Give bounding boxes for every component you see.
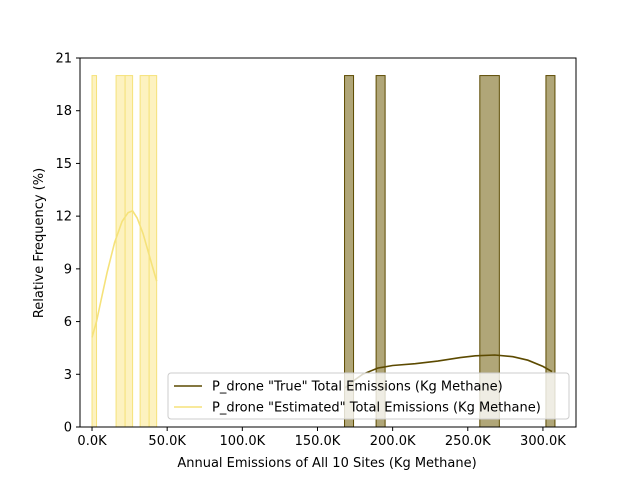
y-tick-label: 3 bbox=[64, 368, 72, 383]
y-tick-label: 9 bbox=[64, 262, 72, 277]
bar-series1-bin2 bbox=[124, 75, 134, 428]
legend: P_drone "True" Total Emissions (Kg Metha… bbox=[167, 372, 570, 420]
x-tick-label: 100.0K bbox=[219, 434, 265, 449]
kde-line-series1 bbox=[91, 209, 158, 338]
y-tick-label: 6 bbox=[64, 315, 72, 330]
legend-box bbox=[167, 372, 570, 420]
plot-frame bbox=[79, 57, 577, 428]
y-tick-label: 18 bbox=[55, 104, 72, 119]
histogram-bars bbox=[91, 75, 556, 428]
bar-series1-bin4 bbox=[148, 75, 158, 428]
legend-label-series0: P_drone "True" Total Emissions (Kg Metha… bbox=[212, 380, 503, 395]
x-tick-label: 150.0K bbox=[295, 434, 341, 449]
y-tick-label: 15 bbox=[55, 157, 72, 172]
x-axis-label: Annual Emissions of All 10 Sites (Kg Met… bbox=[177, 456, 476, 471]
x-tick-label: 200.0K bbox=[370, 434, 416, 449]
bar-series1-bin0 bbox=[91, 75, 98, 428]
y-tick-label: 12 bbox=[55, 210, 72, 225]
y-axis-label: Relative Frequency (%) bbox=[32, 168, 47, 318]
legend-label-series1: P_drone "Estimated" Total Emissions (Kg … bbox=[212, 401, 541, 416]
x-tick-label: 250.0K bbox=[445, 434, 491, 449]
axes: 0.0K 50.0K 100.0K 150.0K 200.0K 250.0K 300.0K 0… bbox=[55, 52, 577, 449]
x-tick-label: 50.0K bbox=[148, 434, 186, 449]
y-tick-label: 0 bbox=[64, 421, 72, 436]
x-tick-label: 300.0K bbox=[520, 434, 566, 449]
y-tick-label: 21 bbox=[55, 52, 72, 67]
x-tick-label: 0.0K bbox=[77, 434, 107, 449]
bar-series1-bin1 bbox=[115, 75, 126, 428]
